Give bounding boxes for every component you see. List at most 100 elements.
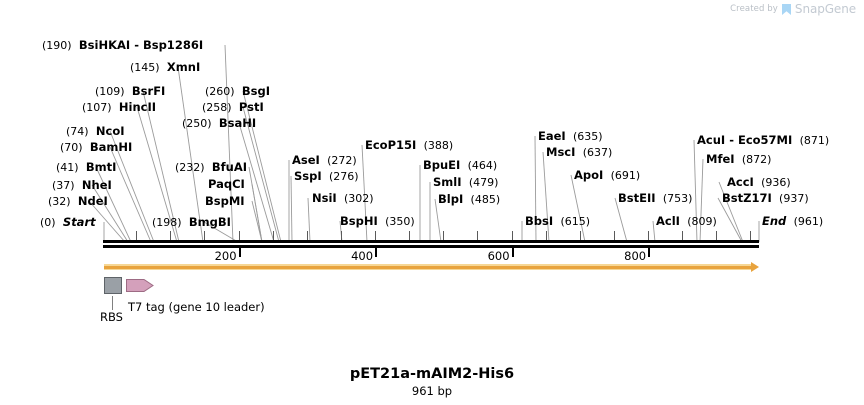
- enzyme-label-sspi[interactable]: SspI (276): [294, 170, 359, 183]
- enzyme-position-bbsi: (615): [560, 215, 591, 228]
- feature-t7tag-arrow[interactable]: [126, 277, 154, 294]
- enzyme-name-xmni: XmnI: [166, 60, 201, 74]
- enzyme-name-bsgi: BsgI: [241, 84, 271, 98]
- feature-rbs-box[interactable]: [104, 277, 122, 294]
- enzyme-name-eaei: EaeI: [538, 129, 566, 143]
- enzyme-position-bmti: (41): [56, 161, 79, 174]
- enzyme-position-msci: (637): [582, 146, 613, 159]
- enzyme-position-ecop15i: (388): [423, 139, 454, 152]
- enzyme-name-acci: AccI: [727, 175, 754, 189]
- enzyme-label-bstz17i[interactable]: BstZ17I (937): [722, 192, 809, 205]
- enzyme-name-nsii: NsiI: [312, 191, 337, 205]
- enzyme-name-ndei: NdeI: [77, 194, 108, 208]
- enzyme-position-blpi: (485): [470, 193, 501, 206]
- ruler-minor-tick: [375, 231, 377, 240]
- enzyme-label-ecop15i[interactable]: EcoP15I (388): [365, 139, 453, 152]
- enzyme-name-bamhi: BamHI: [89, 140, 133, 154]
- ruler-baseline-bottom: [103, 245, 759, 248]
- snapgene-bookmark-icon: [781, 3, 791, 15]
- enzyme-name-blpi: BlpI: [438, 192, 464, 206]
- enzyme-label-bstei[interactable]: BstEII (753): [618, 192, 692, 205]
- enzyme-name-apoi: ApoI: [574, 168, 604, 182]
- snapgene-watermark: Created by SnapGene: [730, 2, 856, 16]
- enzyme-dash-bsihkai: -: [130, 38, 143, 52]
- enzyme-name-acli: AclI: [656, 214, 680, 228]
- ruler-minor-tick: [340, 231, 342, 240]
- enzyme-label-psti[interactable]: (258) PstI: [202, 101, 264, 114]
- enzyme-name-bpuei: BpuEI: [423, 158, 461, 172]
- enzyme-label-nhei[interactable]: (37) NheI: [52, 179, 112, 192]
- ruler-minor-tick: [204, 231, 206, 240]
- enzyme-name-psti: PstI: [238, 100, 264, 114]
- enzyme-position-psti: (258): [202, 101, 232, 114]
- feature-rbs-label: RBS: [100, 310, 123, 324]
- enzyme-label-bsihkai[interactable]: (190) BsiHKAI - Bsp1286I: [42, 39, 203, 52]
- enzyme-label-msci[interactable]: MscI (637): [546, 146, 612, 159]
- enzyme-position-nsii: (302): [344, 192, 374, 205]
- enzyme-label-apoi[interactable]: ApoI (691): [574, 169, 640, 182]
- enzyme-label-end[interactable]: End (961): [762, 215, 823, 228]
- orf-arrowhead-icon: [751, 262, 759, 272]
- enzyme-label-paqci[interactable]: PaqCI: [208, 178, 245, 190]
- enzyme-label-bsphi[interactable]: BspHI (350): [340, 215, 415, 228]
- enzyme-label-bfuai[interactable]: (232) BfuAI: [175, 161, 247, 174]
- enzyme-label-bsgi[interactable]: (260) BsgI: [205, 85, 270, 98]
- enzyme-label-asei[interactable]: AseI (272): [292, 154, 357, 167]
- enzyme-name-bsihkai: BsiHKAI: [78, 38, 131, 52]
- ruler-minor-tick: [272, 231, 274, 240]
- watermark-created-by-label: Created by: [730, 4, 778, 14]
- enzyme-position-bsgi: (260): [205, 85, 235, 98]
- enzyme-label-acui[interactable]: AcuI - Eco57MI (871): [697, 134, 829, 147]
- orf-edge-top: [104, 264, 752, 266]
- enzyme-position-bfuai: (232): [175, 161, 205, 174]
- enzyme-label-hincii[interactable]: (107) HincII: [82, 101, 156, 114]
- enzyme-label-start[interactable]: (0) Start: [40, 216, 96, 229]
- enzyme-name-bsahi: BsaHI: [218, 116, 257, 130]
- enzyme-label-bbsi[interactable]: BbsI (615): [525, 215, 590, 228]
- enzyme-name-end: End: [762, 214, 787, 228]
- ruler-major-tick-400: [375, 248, 378, 257]
- enzyme-name-bfuai: BfuAI: [211, 160, 248, 174]
- enzyme-label-ncoi[interactable]: (74) NcoI: [66, 125, 125, 138]
- enzyme-name-bstei: BstEII: [618, 191, 656, 205]
- enzyme-position-bmgbi: (198): [152, 216, 182, 229]
- enzyme-name-bmgbi: BmgBI: [188, 215, 231, 229]
- watermark-brand-label: SnapGene: [794, 2, 856, 16]
- enzyme-label-bspmi[interactable]: BspMI: [205, 195, 245, 207]
- ruler-minor-tick: [511, 231, 513, 240]
- enzyme-name-msci: MscI: [546, 145, 576, 159]
- enzyme-label-blpi[interactable]: BlpI (485): [438, 193, 500, 206]
- enzyme-label-xmni[interactable]: (145) XmnI: [130, 61, 200, 74]
- enzyme-name2-acui: Eco57MI: [737, 133, 793, 147]
- enzyme-position-bstz17i: (937): [779, 192, 809, 205]
- enzyme-label-bsrfi[interactable]: (109) BsrFI: [95, 85, 165, 98]
- enzyme-label-bmgbi[interactable]: (198) BmgBI: [152, 216, 231, 229]
- enzyme-label-acli[interactable]: AclI (809): [656, 215, 717, 228]
- enzyme-position-hincii: (107): [82, 101, 112, 114]
- enzyme-label-bsahi[interactable]: (250) BsaHI: [182, 117, 256, 130]
- enzyme-label-bmti[interactable]: (41) BmtI: [56, 161, 116, 174]
- enzyme-label-mfei[interactable]: MfeI (872): [706, 153, 771, 166]
- enzyme-name-bsphi: BspHI: [340, 214, 378, 228]
- enzyme-label-eaei[interactable]: EaeI (635): [538, 130, 603, 143]
- enzyme-label-bpuei[interactable]: BpuEI (464): [423, 159, 497, 172]
- enzyme-position-end: (961): [793, 215, 824, 228]
- enzyme-position-smli: (479): [468, 176, 499, 189]
- enzyme-dash-acui: -: [725, 133, 738, 147]
- ruler-minor-tick: [545, 231, 547, 240]
- enzyme-label-bamhi[interactable]: (70) BamHI: [60, 141, 132, 154]
- enzyme-position-ncoi: (74): [66, 125, 89, 138]
- enzyme-name-sspi: SspI: [294, 169, 322, 183]
- enzyme-position-ndei: (32): [48, 195, 71, 208]
- enzyme-label-acci[interactable]: AccI (936): [727, 176, 791, 189]
- enzyme-label-nsii[interactable]: NsiI (302): [312, 192, 374, 205]
- enzyme-name-paqci: PaqCI: [208, 177, 245, 191]
- enzyme-label-ndei[interactable]: (32) NdeI: [48, 195, 108, 208]
- ruler-minor-tick: [170, 231, 172, 240]
- enzyme-name-ncoi: NcoI: [95, 124, 125, 138]
- enzyme-label-smli[interactable]: SmlI (479): [433, 176, 498, 189]
- enzyme-name-bsrfi: BsrFI: [131, 84, 166, 98]
- enzyme-position-xmni: (145): [130, 61, 160, 74]
- enzyme-position-bsphi: (350): [385, 215, 415, 228]
